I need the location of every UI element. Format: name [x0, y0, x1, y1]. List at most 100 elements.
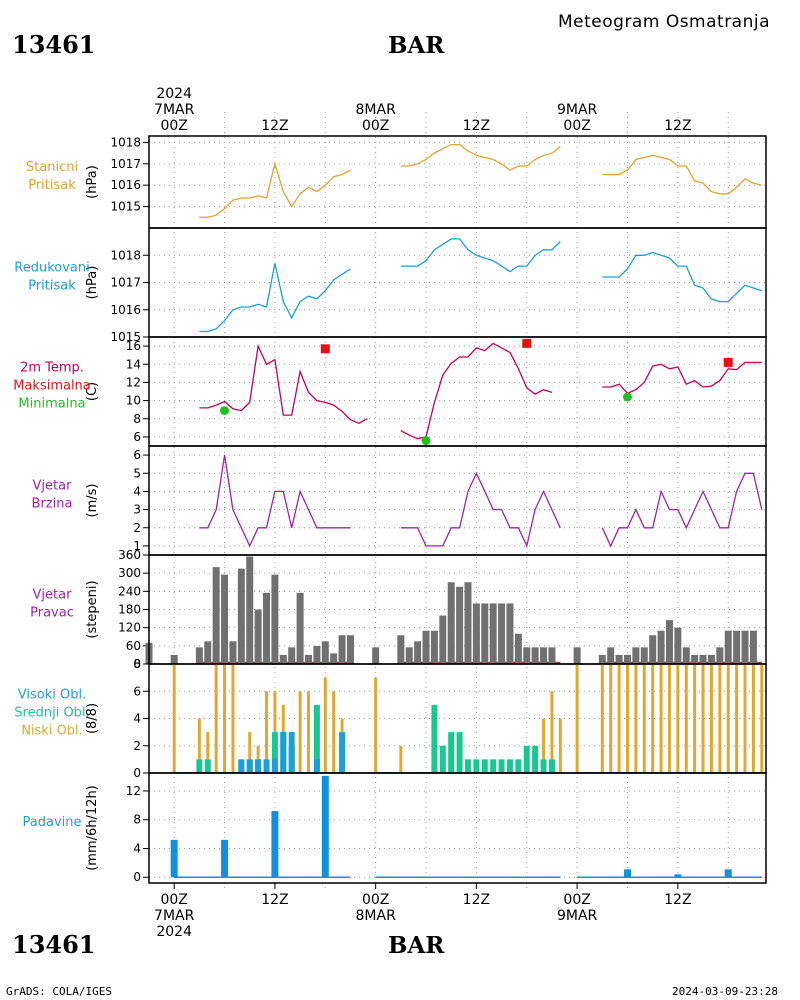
panel-reduced_pressure: 1015 1016 1017 1018 (hPa)Redukovani Pritisak — [14, 227, 767, 344]
y-tick-label: 4 — [133, 484, 141, 498]
time-label-bottom: 8MAR — [356, 908, 397, 924]
wind-direction-bar — [489, 603, 497, 664]
y-tick-label: 12 — [126, 375, 141, 389]
wind-direction-bar — [523, 647, 531, 664]
cloud-bar — [743, 664, 747, 773]
panel-frame — [148, 227, 767, 338]
panel-title-line: Niski Obl. — [21, 724, 83, 739]
wind-direction-bar — [472, 603, 480, 664]
cloud-bar — [271, 732, 278, 773]
wind-direction-bar — [506, 603, 514, 664]
y-tick-label: 8 — [133, 813, 141, 827]
panel-frame — [148, 445, 767, 556]
wind-direction-bar — [254, 609, 262, 664]
time-label-bottom: 2024 — [156, 924, 192, 940]
precip-bar — [221, 839, 229, 878]
precip-bar — [674, 874, 682, 878]
y-tick-label: 120 — [118, 621, 141, 635]
wind-direction-bar — [699, 654, 707, 664]
cloud-bar — [313, 759, 320, 773]
panel-station_pressure: 1015 1016 1017 1018 (hPa) Stanicni Pritisak — [26, 135, 767, 229]
cloud-bar — [718, 664, 722, 773]
y-tick-label: 16 — [126, 339, 141, 353]
time-label-top: 00Z — [362, 118, 389, 134]
station-name: BAR — [388, 32, 445, 59]
cloud-bar — [238, 759, 245, 773]
cloud-bar — [481, 759, 488, 773]
cloud-bar — [523, 745, 530, 773]
time-label-top: 12Z — [463, 118, 490, 134]
time-label-top: 12Z — [664, 118, 691, 134]
precip-bar — [724, 869, 732, 878]
precip-bar — [170, 839, 178, 878]
cloud-bar — [735, 664, 739, 773]
cloud-bar — [659, 664, 663, 773]
panel-title-line: Stanicni — [26, 160, 78, 175]
panel-frame — [148, 135, 767, 229]
y-tick-label: 8 — [133, 412, 141, 426]
wind-direction-bar — [304, 654, 312, 664]
wind-direction-bar — [540, 647, 548, 664]
wind-direction-bar — [229, 641, 237, 664]
cloud-bar — [246, 759, 253, 773]
y-tick-label: 240 — [118, 584, 141, 598]
series-line — [199, 161, 351, 218]
min-temp-marker — [421, 436, 431, 446]
wind-direction-bar — [414, 641, 422, 664]
wind-direction-bar — [481, 603, 489, 664]
cloud-bar — [667, 664, 671, 773]
wind-direction-bar — [573, 647, 581, 664]
y-tick-label: 1018 — [110, 135, 141, 149]
y-tick-label: 6 — [133, 430, 141, 444]
wind-direction-bar — [716, 647, 724, 664]
cloud-bar — [760, 664, 764, 773]
series-line — [400, 143, 561, 171]
precip-bar — [321, 775, 329, 878]
panel-frame — [148, 336, 767, 447]
cloud-bar — [448, 732, 455, 773]
y-tick-label: 8 — [133, 657, 141, 671]
series-line — [199, 343, 368, 425]
y-tick-label: 3 — [133, 503, 141, 517]
cloud-bar — [271, 759, 278, 773]
min-temp-marker — [220, 406, 230, 416]
series-line — [602, 154, 762, 195]
y-tick-label: 60 — [126, 639, 141, 653]
time-label-top: 12Z — [261, 118, 288, 134]
cloud-bar — [231, 664, 235, 773]
cloud-bar — [709, 664, 713, 773]
wind-direction-bar — [724, 630, 732, 664]
panel-title-line: Visoki Obl. — [18, 688, 86, 703]
wind-direction-bar — [682, 647, 690, 664]
cloud-bar — [609, 664, 613, 773]
wind-direction-bar — [598, 654, 606, 664]
cloud-bar — [558, 718, 562, 773]
cloud-bar — [431, 704, 438, 773]
panel-precipitation: 0 4 8 12 (mm/6h/12h)Padavine — [23, 772, 767, 884]
panel-title-line: Srednji Obl. — [14, 706, 89, 721]
wind-direction-bar — [405, 647, 413, 664]
cloud-bar — [540, 759, 547, 773]
wind-direction-bar — [733, 630, 741, 664]
wind-direction-bar — [657, 630, 665, 664]
cloud-bar — [490, 759, 497, 773]
y-tick-label: 4 — [133, 712, 141, 726]
panel-wind_speed: 1 2 3 4 5 6 (m/s) Vjetar Brzina — [32, 445, 767, 556]
cloud-bar — [642, 664, 646, 773]
y-tick-label: 0 — [133, 657, 141, 671]
cloud-bar — [575, 664, 579, 773]
cloud-bar — [313, 704, 320, 773]
panel-title-line: Redukovani — [14, 261, 89, 276]
cloud-bar — [498, 759, 505, 773]
y-tick-label: 12 — [126, 784, 141, 798]
cloud-bar — [248, 732, 252, 773]
station-id: 13461 — [12, 30, 96, 59]
panel-clouds: 0 2 4 6 8 (8/8)Visoki Obl. Srednji Obl. Niski O… — [14, 657, 767, 780]
footer-station-name: BAR — [388, 932, 445, 959]
wind-direction-bar — [649, 635, 657, 664]
wind-direction-bar — [665, 620, 673, 664]
y-tick-label: 180 — [118, 603, 141, 617]
cloud-bar — [263, 759, 270, 773]
cloud-bar — [399, 745, 403, 773]
